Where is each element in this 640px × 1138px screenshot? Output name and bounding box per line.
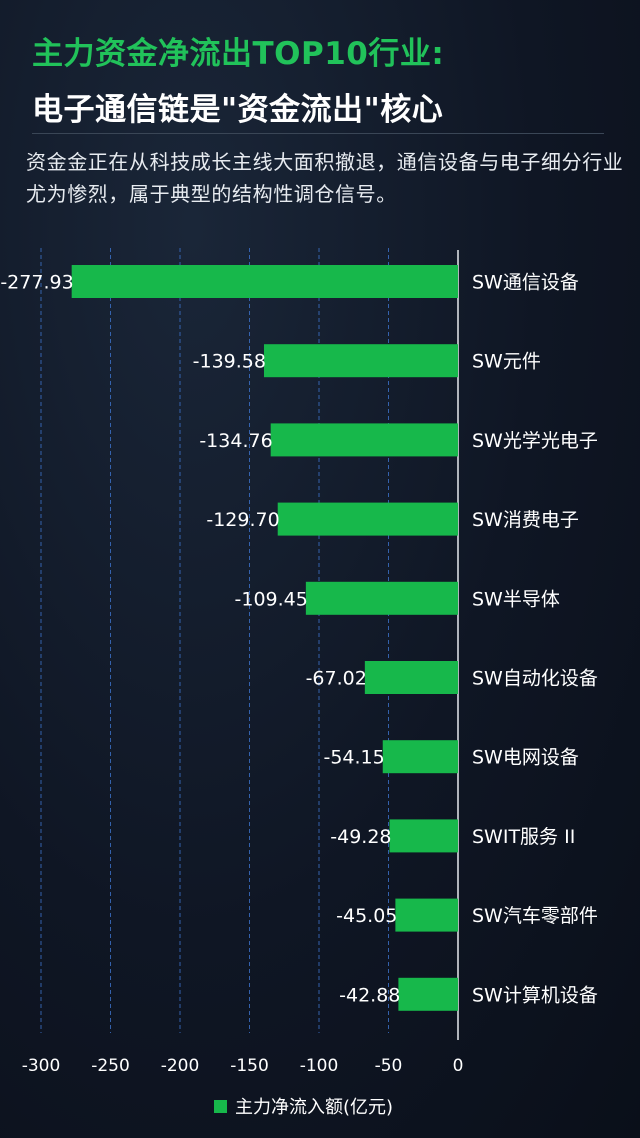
- title-divider: [32, 133, 604, 134]
- category-label: SW电网设备: [472, 747, 579, 769]
- category-label: SW光学光电子: [472, 430, 598, 452]
- chart-legend: 主力净流入额(亿元): [214, 1094, 393, 1118]
- x-tick-label: -200: [161, 1056, 200, 1076]
- data-label: -277.93: [0, 272, 73, 294]
- category-label: SW计算机设备: [472, 984, 598, 1006]
- category-label: SW消费电子: [472, 509, 579, 531]
- bar: [398, 977, 458, 1011]
- bar: [263, 344, 458, 378]
- category-label: SW通信设备: [472, 272, 579, 294]
- chart-subtitle-headline: 电子通信链是"资金流出"核心: [32, 92, 444, 128]
- bar: [364, 661, 458, 694]
- legend-swatch: [214, 1099, 227, 1113]
- category-label: SW自动化设备: [472, 668, 598, 690]
- chart-title: 主力资金净流出TOP10行业:: [32, 36, 445, 72]
- category-label: SW汽车零部件: [472, 905, 598, 927]
- x-tick-label: -100: [300, 1056, 339, 1076]
- data-label: -109.45: [235, 588, 308, 610]
- category-label: SW元件: [472, 351, 541, 373]
- bar: [277, 502, 458, 536]
- bar: [305, 581, 458, 615]
- data-label: -134.76: [199, 430, 272, 452]
- bar: [270, 423, 458, 457]
- data-label: -42.88: [339, 984, 400, 1006]
- category-label: SW半导体: [472, 588, 560, 610]
- bar: [382, 740, 458, 774]
- data-label: -129.70: [206, 509, 279, 531]
- chart-description: 资金金正在从科技成长主线大面积撤退，通信设备与电子细分行业尤为惨烈，属于典型的结…: [26, 150, 624, 206]
- data-label: -45.05: [336, 905, 397, 927]
- x-tick-label: -150: [230, 1056, 269, 1076]
- data-label: -49.28: [330, 826, 391, 848]
- data-label: -67.02: [306, 668, 367, 690]
- bar: [395, 898, 458, 932]
- legend-label: 主力净流入额(亿元): [235, 1097, 394, 1118]
- bar: [389, 819, 458, 853]
- x-tick-label: -50: [375, 1056, 403, 1076]
- category-label: SWIT服务 II: [472, 826, 575, 848]
- data-label: -139.58: [193, 351, 266, 373]
- x-tick-label: -300: [22, 1056, 61, 1076]
- x-tick-label: 0: [453, 1056, 464, 1076]
- bar: [71, 265, 458, 298]
- x-tick-label: -250: [91, 1056, 130, 1076]
- data-label: -54.15: [323, 747, 384, 769]
